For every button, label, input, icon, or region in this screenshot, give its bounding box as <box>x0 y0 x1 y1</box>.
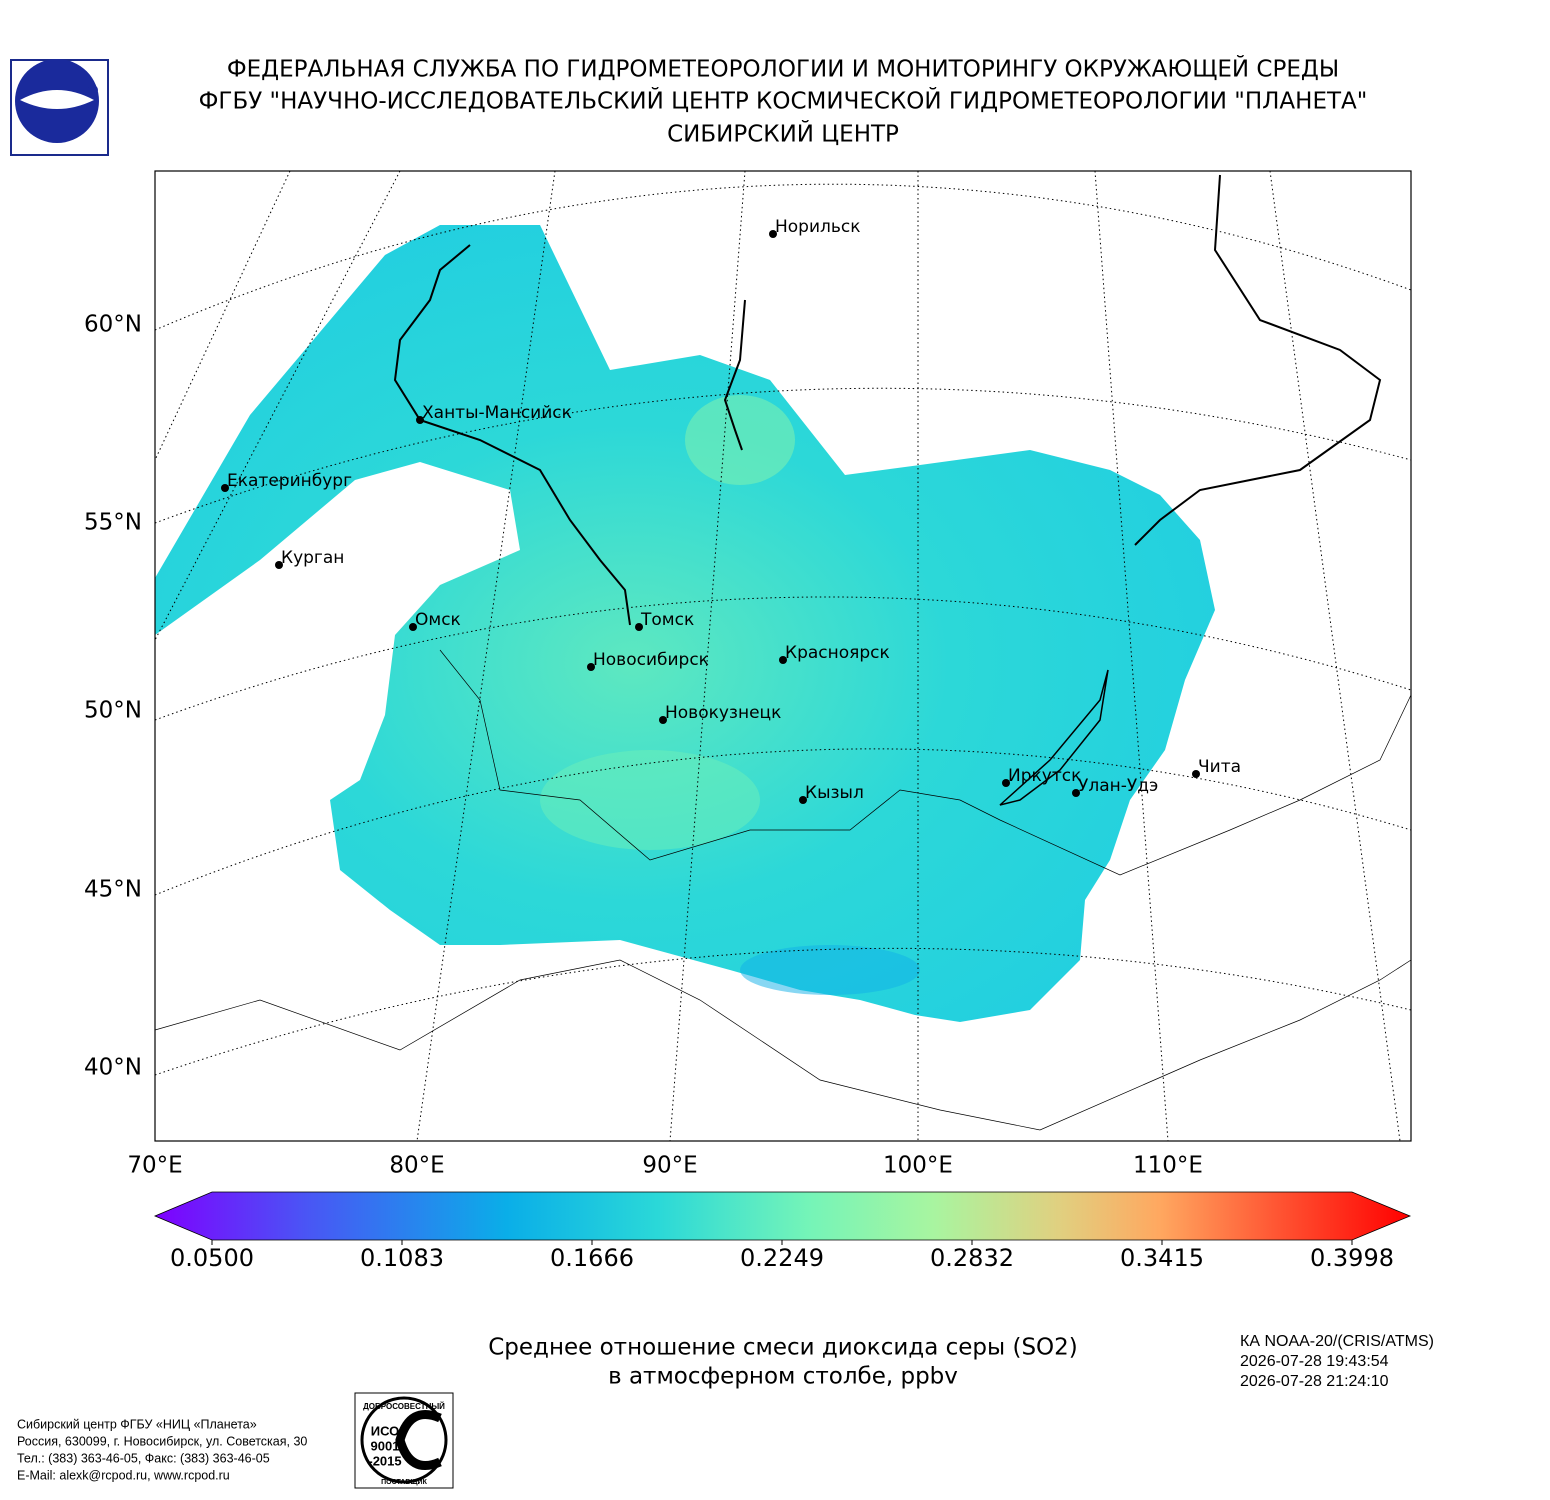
city-label: Новосибирск <box>593 650 709 670</box>
city-dot <box>1002 779 1010 787</box>
lon-label: 80°E <box>389 1153 444 1179</box>
lon-label: 70°E <box>127 1153 182 1179</box>
lat-label: 50°N <box>84 698 142 724</box>
city-dot <box>799 796 807 804</box>
badge-text: ПОСТАВЩИК <box>381 1479 427 1486</box>
city-label: Норильск <box>775 217 861 237</box>
field-highlight <box>540 750 760 850</box>
city-dot <box>659 716 667 724</box>
colorbar-tick-label: 0.0500 <box>170 1244 254 1272</box>
colorbar-tick-label: 0.2249 <box>740 1244 824 1272</box>
lat-label: 45°N <box>84 877 142 903</box>
map <box>154 170 1412 1142</box>
lat-label: 40°N <box>84 1055 142 1081</box>
header-line: СИБИРСКИЙ ЦЕНТР <box>667 120 899 148</box>
badge-text: ИСО <box>371 1423 400 1438</box>
city-dot <box>416 416 424 424</box>
colorbar-tick-label: 0.3998 <box>1310 1244 1394 1272</box>
caption-line: Среднее отношение смеси диоксида серы (S… <box>488 1335 1078 1361</box>
city-label: Курган <box>281 548 344 568</box>
city-label: Томск <box>640 610 694 630</box>
city-label: Иркутск <box>1008 766 1081 786</box>
river <box>1134 174 1382 546</box>
badge-text: ДОБРОСОВЕСТНЫЙ <box>363 1402 445 1411</box>
city-dot <box>1192 770 1200 778</box>
footer-line: Россия, 630099, г. Новосибирск, ул. Сове… <box>17 1434 307 1448</box>
footer-line: Сибирский центр ФГБУ «НИЦ «Планета» <box>17 1417 257 1431</box>
satellite-line: КА NOAA-20/(CRIS/ATMS) <box>1240 1333 1434 1350</box>
city-dot <box>779 656 787 664</box>
city-dot <box>221 484 229 492</box>
city-label: Новокузнецк <box>665 703 781 723</box>
city-label: Кызыл <box>805 783 864 803</box>
lon-label: 90°E <box>642 1153 697 1179</box>
map-border <box>154 170 1412 1142</box>
satellite-line: 2026-07-28 19:43:54 <box>1240 1353 1389 1370</box>
city-dot <box>769 230 777 238</box>
badge-text: 9001 <box>371 1438 400 1453</box>
lake-baikal <box>999 669 1109 806</box>
lat-label: 60°N <box>84 312 142 338</box>
river <box>723 299 746 451</box>
lon-label: 110°E <box>1133 1153 1203 1179</box>
badge-text: -2015 <box>368 1453 401 1468</box>
header-line: ФГБУ "НАУЧНО-ИССЛЕДОВАТЕЛЬСКИЙ ЦЕНТР КОС… <box>199 87 1368 115</box>
colorbar-tick-label: 0.1666 <box>550 1244 634 1272</box>
city-dot <box>409 623 417 631</box>
city-label: Красноярск <box>785 643 890 663</box>
colorbar-tick-label: 0.2832 <box>930 1244 1014 1272</box>
iso-badge <box>354 1392 454 1489</box>
border <box>439 649 1412 876</box>
satellite-line: 2026-07-28 21:24:10 <box>1240 1373 1389 1390</box>
colorbar-body <box>153 1191 1412 1241</box>
city-label: Екатеринбург <box>227 471 352 491</box>
footer-line: Тел.: (383) 363-46-05, Факс: (383) 363-4… <box>17 1451 270 1465</box>
colorbar <box>153 1191 1412 1241</box>
city-label: Омск <box>415 610 461 630</box>
river <box>393 244 631 626</box>
city-label: Ханты-Мансийск <box>422 403 572 423</box>
city-label: Улан-Удэ <box>1078 776 1158 796</box>
field-highlight <box>685 395 795 485</box>
border <box>154 959 1412 1131</box>
city-dot <box>275 561 283 569</box>
caption-line: в атмосферном столбе, ppbv <box>608 1364 958 1390</box>
so2-field <box>155 225 1215 1022</box>
header-line: ФЕДЕРАЛЬНАЯ СЛУЖБА ПО ГИДРОМЕТЕОРОЛОГИИ … <box>227 55 1339 83</box>
field-low <box>740 945 920 995</box>
lat-label: 55°N <box>84 510 142 536</box>
city-label: Чита <box>1198 757 1241 777</box>
footer-line: E-Mail: alexk@rcpod.ru, www.rcpod.ru <box>17 1468 230 1482</box>
city-dot <box>1072 789 1080 797</box>
lon-label: 100°E <box>883 1153 953 1179</box>
city-dot <box>587 663 595 671</box>
logo <box>10 59 109 156</box>
city-dot <box>635 623 643 631</box>
colorbar-tick-label: 0.3415 <box>1120 1244 1204 1272</box>
colorbar-tick-label: 0.1083 <box>360 1244 444 1272</box>
